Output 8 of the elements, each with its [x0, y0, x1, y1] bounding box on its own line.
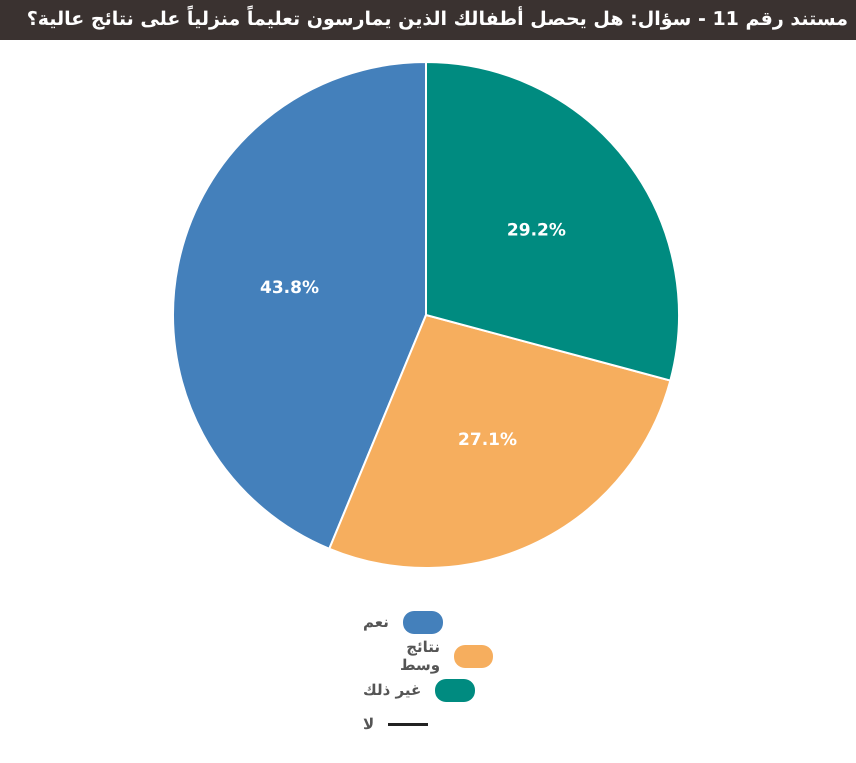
legend-label: لا [363, 715, 374, 733]
legend-label: نعم [363, 613, 389, 631]
chart-title: مستند رقم 11 - سؤال: هل يحصل أطفالك الذين يمارسون تعليماً منزلياً على نتائج عالية؟ [0, 0, 856, 40]
data-label: 27.1% [458, 430, 518, 450]
legend-label: نتائج وسط [398, 638, 440, 674]
data-label: 43.8% [260, 278, 320, 298]
legend-label: غير ذلك [363, 681, 422, 699]
data-label: 29.2% [506, 220, 566, 240]
